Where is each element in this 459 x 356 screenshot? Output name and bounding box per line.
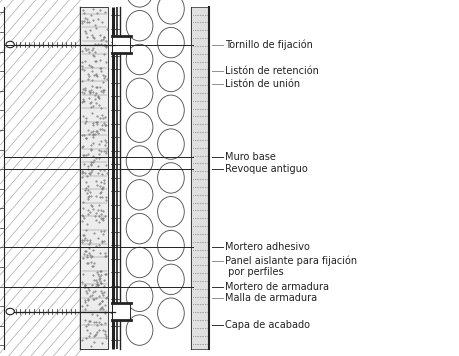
Bar [112,303,130,320]
Circle shape [6,41,14,48]
Text: Mortero de armadura: Mortero de armadura [225,282,329,292]
Text: Capa de acabado: Capa de acabado [225,320,310,330]
Text: por perfiles: por perfiles [225,267,283,277]
Bar [119,7,190,349]
Text: Revoque antiguo: Revoque antiguo [225,164,308,174]
Circle shape [6,308,14,315]
Text: Listón de unión: Listón de unión [225,79,300,89]
Bar [0,7,80,349]
Text: Mortero adhesivo: Mortero adhesivo [225,242,310,252]
Bar [112,36,130,52]
Bar [80,7,108,349]
Text: Listón de retención: Listón de retención [225,66,319,76]
Text: Panel aislante para fijación: Panel aislante para fijación [225,255,357,266]
Text: Tornillo de fijación: Tornillo de fijación [225,39,313,50]
Text: Muro base: Muro base [225,152,276,162]
Bar [190,7,209,349]
Text: Malla de armadura: Malla de armadura [225,293,317,303]
